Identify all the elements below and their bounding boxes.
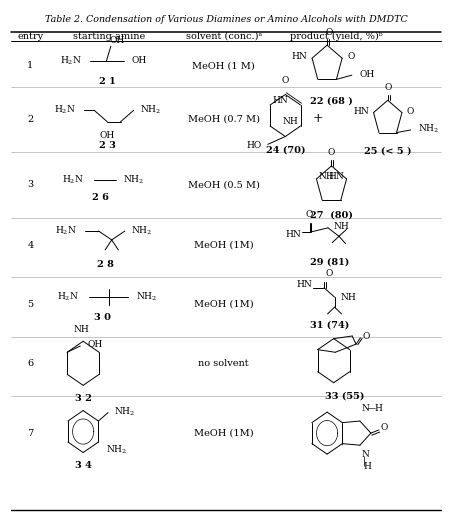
Text: O: O bbox=[383, 83, 391, 92]
Text: $\mathregular{H_2N}$: $\mathregular{H_2N}$ bbox=[55, 225, 76, 237]
Text: 3 2: 3 2 bbox=[74, 394, 92, 403]
Text: NH: NH bbox=[340, 292, 356, 302]
Text: HN: HN bbox=[284, 230, 300, 239]
Text: OH: OH bbox=[87, 340, 102, 350]
Text: HN: HN bbox=[290, 51, 306, 60]
Text: 7: 7 bbox=[27, 428, 33, 438]
Text: MeOH (0.7 M): MeOH (0.7 M) bbox=[187, 114, 259, 124]
Text: HN: HN bbox=[328, 172, 344, 181]
Text: 2 3: 2 3 bbox=[99, 141, 115, 150]
Text: 2 1: 2 1 bbox=[99, 77, 115, 87]
Text: solvent (conc.)ᵃ: solvent (conc.)ᵃ bbox=[185, 32, 261, 41]
Text: 2: 2 bbox=[27, 114, 33, 124]
Text: Table 2. Condensation of Various Diamines or Amino Alcohols with DMDTC: Table 2. Condensation of Various Diamine… bbox=[45, 15, 406, 24]
Text: product (yield, %)ᵇ: product (yield, %)ᵇ bbox=[289, 32, 382, 41]
Text: OH: OH bbox=[109, 36, 124, 46]
Text: no solvent: no solvent bbox=[198, 359, 249, 368]
Text: O: O bbox=[347, 51, 354, 60]
Text: 27  (80): 27 (80) bbox=[309, 211, 352, 220]
Text: 1: 1 bbox=[27, 61, 33, 70]
Text: |: | bbox=[362, 457, 365, 466]
Text: $\mathregular{NH_2}$: $\mathregular{NH_2}$ bbox=[417, 123, 438, 135]
Text: $\mathregular{H_2N}$: $\mathregular{H_2N}$ bbox=[60, 55, 82, 67]
Text: MeOH (1 M): MeOH (1 M) bbox=[192, 61, 255, 70]
Text: 29 (81): 29 (81) bbox=[309, 257, 348, 267]
Text: $\mathregular{NH_2}$: $\mathregular{NH_2}$ bbox=[122, 173, 144, 186]
Text: entry: entry bbox=[17, 32, 43, 41]
Text: NH: NH bbox=[282, 117, 298, 127]
Text: OH: OH bbox=[359, 70, 374, 79]
Text: $\mathregular{NH_2}$: $\mathregular{NH_2}$ bbox=[139, 104, 161, 117]
Text: $\mathregular{NH_2}$: $\mathregular{NH_2}$ bbox=[130, 225, 152, 237]
Text: 25 (< 5 ): 25 (< 5 ) bbox=[363, 146, 410, 155]
Text: MeOH (1M): MeOH (1M) bbox=[193, 300, 253, 309]
Text: NH: NH bbox=[73, 325, 89, 334]
Text: O: O bbox=[325, 269, 332, 278]
Text: 22 (68 ): 22 (68 ) bbox=[309, 96, 352, 106]
Text: 3: 3 bbox=[27, 180, 33, 190]
Text: 3 0: 3 0 bbox=[94, 313, 111, 322]
Text: 2 6: 2 6 bbox=[92, 193, 109, 203]
Text: —H: —H bbox=[366, 404, 382, 413]
Text: O: O bbox=[281, 76, 288, 85]
Text: NH: NH bbox=[332, 222, 348, 232]
Text: 6: 6 bbox=[27, 359, 33, 368]
Text: $\mathregular{H_2N}$: $\mathregular{H_2N}$ bbox=[57, 290, 78, 303]
Text: O: O bbox=[327, 149, 335, 158]
Text: OH: OH bbox=[100, 131, 115, 140]
Text: 33 (55): 33 (55) bbox=[324, 391, 364, 401]
Text: OH: OH bbox=[131, 56, 147, 66]
Text: N: N bbox=[360, 404, 368, 413]
Text: MeOH (0.5 M): MeOH (0.5 M) bbox=[188, 180, 259, 190]
Text: +: + bbox=[312, 112, 323, 124]
Text: O: O bbox=[405, 107, 413, 116]
Text: O: O bbox=[380, 423, 387, 433]
Text: HN: HN bbox=[272, 96, 287, 106]
Text: $\mathregular{H_2N}$: $\mathregular{H_2N}$ bbox=[62, 173, 84, 186]
Text: 5: 5 bbox=[27, 300, 33, 309]
Text: O: O bbox=[325, 28, 332, 37]
Text: O: O bbox=[362, 332, 369, 341]
Text: MeOH (1M): MeOH (1M) bbox=[193, 428, 253, 438]
Text: H: H bbox=[362, 462, 370, 471]
Text: $\mathregular{NH_2}$: $\mathregular{NH_2}$ bbox=[106, 444, 127, 456]
Text: N: N bbox=[360, 450, 368, 459]
Text: $\mathregular{H_2N}$: $\mathregular{H_2N}$ bbox=[54, 104, 75, 117]
Text: starting amine: starting amine bbox=[73, 32, 145, 41]
Text: MeOH (1M): MeOH (1M) bbox=[193, 240, 253, 250]
Text: HO: HO bbox=[246, 141, 261, 151]
Text: 3 4: 3 4 bbox=[74, 461, 92, 470]
Text: O: O bbox=[305, 210, 313, 219]
Text: NH: NH bbox=[318, 172, 334, 181]
Text: $\mathregular{NH_2}$: $\mathregular{NH_2}$ bbox=[136, 290, 157, 303]
Text: 2 8: 2 8 bbox=[97, 260, 113, 269]
Text: $\mathregular{NH_2}$: $\mathregular{NH_2}$ bbox=[114, 405, 135, 418]
Text: 4: 4 bbox=[27, 240, 33, 250]
Text: HN: HN bbox=[295, 280, 311, 289]
Text: 24 (70): 24 (70) bbox=[265, 145, 304, 154]
Text: HN: HN bbox=[353, 107, 368, 116]
Text: 31 (74): 31 (74) bbox=[309, 321, 348, 330]
